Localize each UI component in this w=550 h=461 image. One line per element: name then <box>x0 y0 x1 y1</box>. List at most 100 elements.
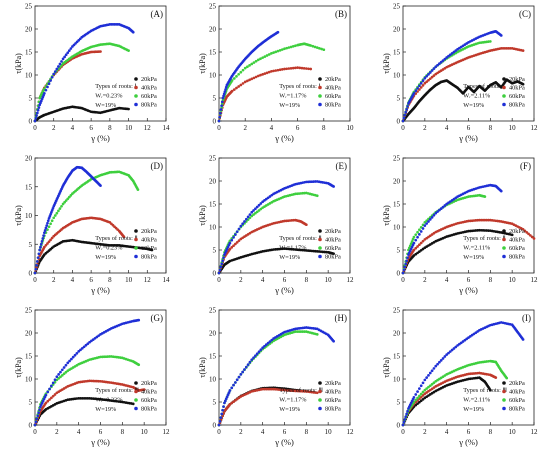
legend-marker <box>134 254 138 259</box>
data-point <box>332 252 335 256</box>
chart-panel-e: 0 2 4 6 8 10 12 0 5 10 15 20 25 γ (%) τ(kPa) (E) Types o… <box>198 155 354 296</box>
data-point <box>47 240 51 244</box>
data-point <box>416 402 419 406</box>
data-point <box>234 233 237 236</box>
legend-marker <box>502 102 506 107</box>
data-point <box>241 370 245 374</box>
data-point <box>221 96 225 100</box>
data-point <box>62 366 66 369</box>
data-point <box>44 401 48 405</box>
data-point <box>412 241 416 245</box>
data-point <box>448 350 452 353</box>
data-point <box>246 65 249 69</box>
annotation-text: Types of roots: Ⅲ <box>95 387 139 394</box>
data-point <box>122 235 126 239</box>
x-axis-label: γ (%) <box>90 437 110 447</box>
data-point <box>38 248 42 252</box>
legend-label: 20kPa <box>141 228 157 235</box>
data-point <box>289 66 293 70</box>
data-point <box>46 219 50 223</box>
data-point <box>278 68 282 72</box>
data-point <box>404 262 408 266</box>
data-point <box>499 34 503 37</box>
chart-panel-a: 0 2 4 6 8 10 12 14 0 5 10 15 20 25 γ (%) τ(kPa) (A) Types… <box>14 3 170 144</box>
data-point <box>235 378 239 382</box>
legend-marker <box>502 406 506 411</box>
data-point <box>221 259 224 263</box>
y-tick-label: 20 <box>25 26 33 34</box>
data-point <box>246 363 250 366</box>
data-point <box>441 59 445 62</box>
y-tick-label: 0 <box>213 118 217 126</box>
data-point <box>230 238 234 242</box>
data-point <box>302 66 306 70</box>
data-point <box>263 72 267 75</box>
data-point <box>51 394 55 398</box>
data-point <box>47 82 51 86</box>
data-point <box>418 387 421 391</box>
data-point <box>57 65 60 68</box>
data-point <box>427 373 430 377</box>
annotation-text: Wᵣ=1.17% <box>279 245 307 252</box>
data-point <box>416 396 419 400</box>
data-point <box>425 74 429 78</box>
data-point <box>63 200 66 204</box>
x-tick-label: 12 <box>347 428 355 436</box>
series-80kpa <box>401 183 503 275</box>
data-point <box>252 76 256 80</box>
data-point <box>278 48 282 52</box>
series-60kpa <box>217 191 319 275</box>
annotation-text: W=19% <box>279 254 301 261</box>
series-80kpa <box>33 318 141 427</box>
data-point <box>410 240 414 243</box>
y-tick-label: 10 <box>209 224 217 232</box>
data-point <box>45 224 49 227</box>
plot-frame <box>218 5 351 122</box>
legend-marker <box>134 398 138 402</box>
data-point <box>239 83 243 87</box>
data-point <box>307 67 310 71</box>
legend-marker <box>318 77 322 81</box>
legend-label: 60kPa <box>325 245 341 252</box>
y-axis-label: τ(kPa) <box>382 53 391 74</box>
data-point <box>425 387 429 390</box>
data-point <box>46 399 50 403</box>
data-point <box>402 268 406 272</box>
annotation-text: Wᵣ=1.17% <box>279 93 307 100</box>
annotation-text: Wᵣ=1.17% <box>279 397 307 404</box>
x-tick-label: 4 <box>77 428 81 436</box>
series-40kpa <box>217 387 319 427</box>
data-point <box>57 377 61 380</box>
data-point <box>53 70 57 73</box>
y-tick-label: 10 <box>25 376 33 384</box>
panel-label: (D) <box>151 161 164 171</box>
data-point <box>53 393 57 396</box>
y-tick-label: 10 <box>25 72 33 80</box>
y-axis-label: τ(kPa) <box>198 205 207 226</box>
data-point <box>521 227 525 231</box>
x-axis-label: γ (%) <box>458 133 478 143</box>
data-point <box>223 401 226 405</box>
legend-label: 80kPa <box>325 102 341 109</box>
data-point <box>55 67 59 71</box>
data-point <box>322 48 326 52</box>
data-point <box>39 245 42 249</box>
data-point <box>41 237 45 240</box>
data-point <box>296 66 299 69</box>
y-axis-label: τ(kPa) <box>14 205 23 226</box>
data-point <box>34 267 38 271</box>
y-tick-label: 0 <box>397 118 401 126</box>
data-point <box>428 384 432 388</box>
data-point <box>34 420 38 424</box>
x-tick-label: 6 <box>467 276 471 284</box>
y-tick-label: 25 <box>209 155 217 163</box>
data-point <box>259 348 263 352</box>
x-tick-label: 4 <box>270 124 274 132</box>
data-point <box>300 66 304 70</box>
legend-marker <box>318 94 322 98</box>
data-point <box>425 222 429 225</box>
data-point <box>421 397 425 401</box>
data-point <box>33 271 37 275</box>
